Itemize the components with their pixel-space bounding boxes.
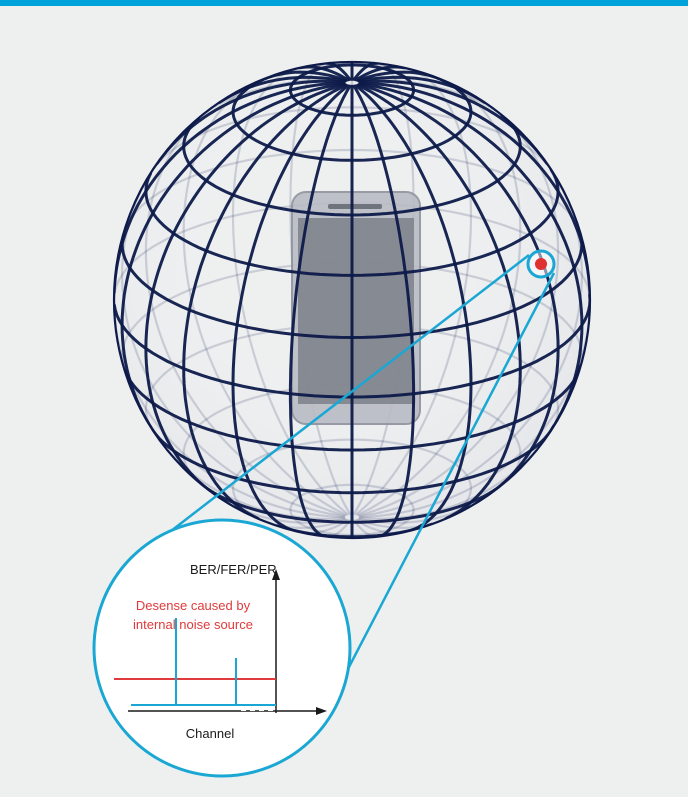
parallel-line xyxy=(144,172,354,277)
meridian-line xyxy=(182,83,348,520)
meridian-line xyxy=(182,78,348,516)
parallel-line xyxy=(122,148,581,236)
meridian-line xyxy=(356,83,522,520)
meridian-line xyxy=(144,83,347,496)
parallel-line xyxy=(231,74,354,162)
parallel-line xyxy=(350,113,522,217)
accent-bar xyxy=(0,0,688,6)
desense-annotation-line1: Desense caused by xyxy=(136,598,251,613)
parallel-line xyxy=(182,116,354,217)
meridian-line xyxy=(354,84,473,533)
smartphone-icon xyxy=(291,191,421,425)
x-axis-arrow xyxy=(316,707,327,715)
meridian-line xyxy=(358,101,560,517)
sphere-front-grid xyxy=(114,62,590,538)
meridian-line xyxy=(356,78,522,516)
meridian-line xyxy=(144,101,346,517)
parallel-line xyxy=(151,428,354,495)
parallel-line xyxy=(350,424,556,495)
meridian-line xyxy=(288,84,352,538)
parallel-line xyxy=(350,293,590,399)
meridian-line xyxy=(358,82,584,432)
inset-chart: BER/FER/PER Desense caused by internal n… xyxy=(114,562,327,741)
parallel-line xyxy=(350,227,584,339)
parallel-line xyxy=(231,438,473,528)
parallel-line xyxy=(350,364,583,452)
x-axis-label: Channel xyxy=(186,726,235,741)
meridian-line xyxy=(120,82,346,432)
noise-source-marker-icon xyxy=(526,249,556,279)
y-axis-arrow xyxy=(272,569,280,580)
parallel-line xyxy=(120,232,354,339)
parallel-line xyxy=(350,168,560,277)
desense-annotation-line2: internal noise source xyxy=(133,617,253,632)
parallel-line xyxy=(288,63,416,117)
parallel-line xyxy=(114,303,354,399)
sphere-outline xyxy=(112,60,592,540)
callout-line-lower xyxy=(335,272,556,691)
inset-magnifier xyxy=(92,518,352,778)
callout-line-upper xyxy=(157,254,530,542)
parallel-line xyxy=(350,72,473,162)
meridian-line xyxy=(231,84,350,533)
meridian-line xyxy=(359,298,590,519)
y-axis-label: BER/FER/PER xyxy=(190,562,277,577)
parallel-line xyxy=(123,369,354,452)
